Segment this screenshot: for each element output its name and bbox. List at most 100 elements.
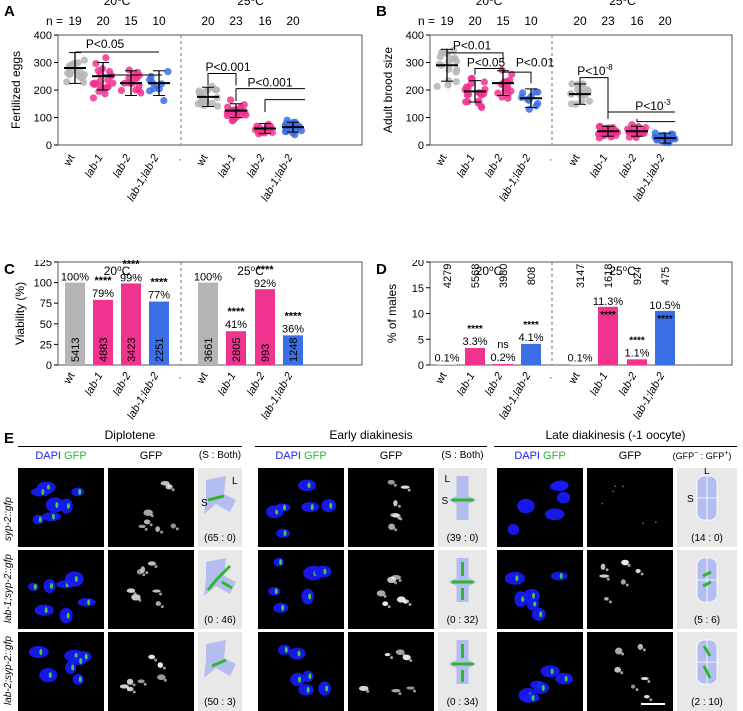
gfp-signal — [412, 689, 416, 693]
count-label: 2805 — [231, 338, 243, 362]
gfp-signal — [147, 561, 156, 566]
temperature-label: 20oC — [476, 264, 503, 278]
dapi-gfp-micrograph — [18, 550, 104, 629]
genotype-label: wt — [433, 371, 449, 387]
y-tick-label: 300 — [406, 58, 424, 70]
schematic-canvas: (0 : 32) — [447, 558, 478, 626]
n-value: 15 — [496, 14, 510, 28]
y-tick-label: 10 — [412, 309, 424, 321]
gfp-signal — [170, 523, 177, 529]
gfp-signal — [298, 676, 302, 683]
gfp-signal — [329, 502, 333, 509]
data-point — [70, 59, 78, 68]
chromosome-blob — [297, 479, 317, 492]
bar — [465, 348, 485, 365]
gfp-header: GFP — [139, 450, 163, 462]
gfp-signal — [387, 576, 397, 584]
gfp-signal — [399, 517, 403, 521]
gfp-signal — [608, 600, 612, 604]
gfp-signal — [393, 500, 398, 507]
gfp-signal — [625, 583, 629, 587]
data-point — [568, 80, 576, 88]
y-tick-label: 0 — [46, 360, 52, 372]
axis-label-s: S — [201, 498, 208, 509]
gfp-signal — [391, 689, 401, 693]
p-value-label: P<10-3 — [635, 98, 671, 113]
bar — [570, 364, 590, 365]
gfp-signal — [390, 656, 394, 660]
gfp-signal — [395, 649, 405, 655]
gfp-signal — [409, 658, 413, 662]
ratio-count: (14 : 0) — [691, 533, 723, 544]
n-value: 15 — [124, 14, 138, 28]
gfp-signal — [39, 648, 43, 655]
gfp-micrograph — [108, 550, 194, 629]
dapi-gfp-micrograph — [497, 632, 583, 711]
gfp-signal — [366, 689, 370, 693]
data-point — [462, 98, 470, 106]
gfp-signal — [132, 683, 136, 687]
gfp-signal — [307, 482, 311, 489]
axis-label-s: S — [442, 496, 449, 507]
gfp-signal — [382, 601, 389, 607]
gfp-signal — [614, 666, 622, 673]
faint-signal — [621, 485, 624, 488]
gfp-signal — [387, 605, 391, 609]
gfp-signal — [407, 488, 411, 492]
gfp-signal — [642, 648, 646, 652]
gfp-header: GFP — [618, 450, 642, 462]
genotype-label: lab-1 — [216, 153, 239, 180]
gfp-signal — [154, 564, 158, 568]
data-point — [525, 105, 533, 113]
p-value-label: P<0.001 — [205, 60, 250, 74]
n-label: n = — [418, 14, 435, 28]
dapi-gfp-micrograph — [258, 550, 344, 629]
y-tick-label: 75 — [40, 298, 52, 310]
dapi-label: DAPI — [35, 450, 61, 462]
bivalent-schematic: (2 : 10) — [677, 632, 737, 711]
gfp-signal — [66, 503, 70, 510]
data-point — [438, 48, 446, 57]
chromosome-blob — [28, 582, 39, 591]
gfp-signal — [162, 666, 166, 670]
micrograph-canvas — [278, 644, 331, 696]
dapi-gfp-header: DAPI GFP — [18, 450, 104, 462]
dapi-label: DAPI — [514, 450, 540, 462]
sc-signal — [702, 645, 712, 657]
chromosome-blob — [517, 498, 535, 514]
data-point — [150, 84, 158, 93]
gfp-signal — [149, 523, 153, 527]
gfp-signal — [138, 524, 146, 529]
dapi-gfp-micrograph — [258, 468, 344, 547]
gfp-signal — [533, 600, 537, 607]
gfp-signal — [393, 483, 397, 487]
gfp-signal — [38, 516, 42, 523]
faint-signal — [612, 490, 615, 493]
gfp-signal — [160, 481, 170, 486]
spacer-dot: . — [544, 373, 555, 381]
data-point — [506, 76, 514, 84]
n-value: 20 — [658, 14, 672, 28]
gfp-signal — [402, 654, 411, 661]
chromosome-blob — [301, 588, 314, 605]
chromosome-blob — [273, 602, 289, 613]
genotype-label: lab-2 — [617, 153, 640, 180]
gfp-signal — [604, 597, 609, 601]
value-label: 0.1% — [434, 352, 459, 364]
chromosome-blob — [301, 502, 320, 513]
gfp-signal — [159, 592, 163, 596]
value-label: 41% — [225, 319, 247, 331]
gfp-micrograph — [587, 632, 673, 711]
gfp-signal — [171, 488, 175, 492]
bar — [149, 301, 169, 365]
gfp-signal — [155, 526, 160, 532]
gfp-signal — [79, 658, 83, 665]
bivalent-schematic: (5 : 6) — [677, 550, 737, 629]
chromosome-blob — [65, 660, 77, 675]
y-tick-label: 5 — [418, 334, 424, 346]
gfp-label: GFP — [61, 450, 87, 462]
significance-stars: **** — [629, 335, 645, 346]
chromosome-blob — [64, 571, 84, 587]
data-point — [281, 128, 290, 136]
chromosome-blob — [555, 672, 573, 685]
